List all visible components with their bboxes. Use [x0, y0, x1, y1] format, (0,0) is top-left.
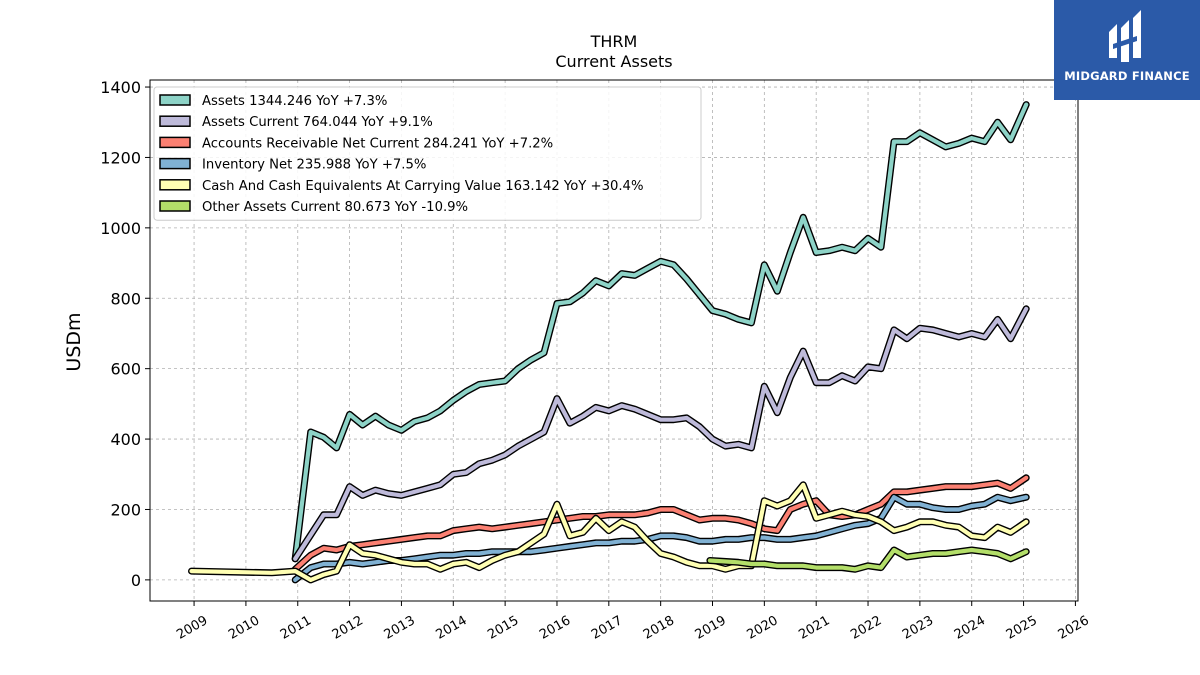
y-axis-label: USDm — [63, 312, 85, 371]
x-tick-label: 2017 — [589, 613, 625, 643]
x-tick-label: 2012 — [330, 613, 366, 643]
series-other-assets-current — [706, 546, 1030, 573]
x-tick-label: 2011 — [278, 613, 314, 643]
x-tick-label: 2009 — [174, 613, 210, 643]
series-assets — [291, 101, 1030, 563]
x-tick-label: 2019 — [693, 613, 729, 643]
x-tick-label: 2018 — [641, 613, 677, 643]
legend-label: Assets 1344.246 YoY +7.3% — [202, 94, 387, 109]
legend-swatch — [159, 179, 191, 191]
series-cash-and-cash-equivalents-at-carrying-value — [188, 481, 1030, 584]
x-tick-label: 2025 — [1004, 613, 1040, 643]
legend-swatch — [159, 94, 191, 106]
series-line — [293, 102, 1029, 561]
legend: Assets 1344.246 YoY +7.3% Assets Current … — [153, 86, 702, 221]
x-tick-label: 2014 — [433, 613, 469, 643]
y-tick-label: 1000 — [100, 219, 141, 238]
series-line — [707, 547, 1029, 572]
series-inventory-net — [291, 493, 1030, 584]
x-tick-label: 2026 — [1056, 613, 1092, 643]
plot-frame — [149, 79, 1079, 602]
y-tick-label: 600 — [110, 360, 141, 379]
series-line — [293, 475, 1029, 572]
chart-subtitle: Current Assets — [555, 52, 672, 71]
brand-badge: MIDGARD FINANCE — [1054, 0, 1200, 100]
x-tick-label: 2016 — [537, 613, 573, 643]
legend-label: Cash And Cash Equivalents At Carrying Va… — [202, 179, 643, 194]
legend-box — [153, 86, 702, 221]
series-line — [293, 306, 1029, 561]
series-line — [189, 482, 1029, 582]
chart-title: THRM — [590, 32, 638, 51]
y-tick-label: 200 — [110, 500, 141, 519]
x-tick-label: 2010 — [226, 613, 262, 643]
x-tick-label: 2024 — [952, 613, 988, 643]
x-tick-label: 2013 — [382, 613, 418, 643]
legend-swatch — [159, 115, 191, 127]
midgard-logo-icon — [1109, 10, 1141, 62]
series-layer — [188, 101, 1030, 584]
series-line — [293, 495, 1029, 582]
y-tick-label: 0 — [131, 571, 141, 590]
x-tick-label: 2022 — [848, 613, 884, 643]
y-tick-label: 400 — [110, 430, 141, 449]
y-tick-label: 1200 — [100, 148, 141, 167]
legend-label: Accounts Receivable Net Current 284.241 … — [202, 136, 553, 151]
series-accounts-receivable-net-current — [291, 474, 1030, 573]
legend-swatch — [159, 200, 191, 212]
x-tick-label: 2015 — [485, 613, 521, 643]
legend-swatch — [159, 136, 191, 149]
legend-swatch — [159, 157, 191, 170]
legend-label: Assets Current 764.044 YoY +9.1% — [202, 115, 433, 130]
x-tick-label: 2020 — [745, 613, 781, 643]
legend-label: Other Assets Current 80.673 YoY -10.9% — [202, 200, 468, 215]
x-tick-label: 2021 — [796, 613, 832, 643]
legend-label: Inventory Net 235.988 YoY +7.5% — [202, 158, 426, 173]
brand-name: MIDGARD FINANCE — [1064, 69, 1190, 83]
y-tick-label: 800 — [110, 289, 141, 308]
x-tick-label: 2023 — [900, 613, 936, 643]
y-tick-label: 1400 — [100, 78, 141, 97]
series-assets-current — [291, 305, 1030, 563]
